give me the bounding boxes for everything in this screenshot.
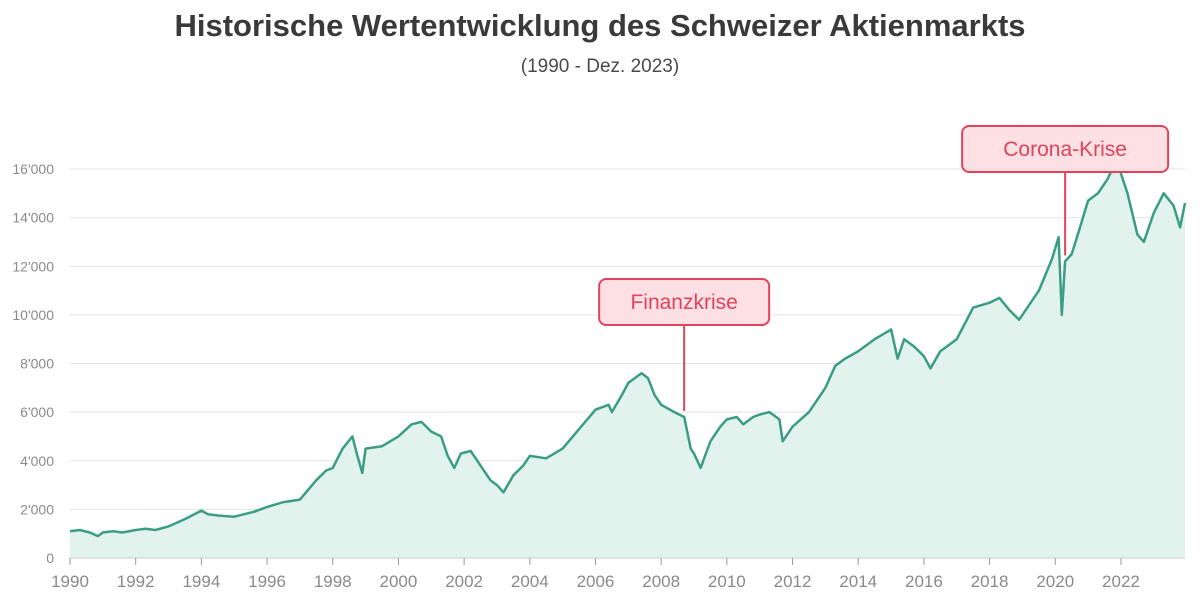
y-tick-label: 10'000 [12,307,54,323]
x-tick-label: 2018 [971,572,1009,591]
x-tick-label: 1990 [51,572,89,591]
y-tick-label: 4'000 [20,453,54,469]
x-tick-label: 2016 [905,572,943,591]
annotation-corona-krise: Corona-Krise [961,125,1170,256]
y-tick-label: 8'000 [20,356,54,372]
x-tick-label: 1998 [314,572,352,591]
plot-area [69,155,1187,559]
annotations: Finanzkrise Corona-Krise [598,125,1170,411]
chart-subtitle: (1990 - Dez. 2023) [520,56,680,77]
x-tick-label: 2022 [1102,572,1140,591]
y-tick-label: 14'000 [12,210,54,226]
series-line [69,155,1187,538]
x-tick-label: 2014 [839,572,877,591]
x-tick-label: 2012 [774,572,812,591]
x-tick-label: 1996 [248,572,286,591]
x-tick-label: 1992 [117,572,155,591]
y-tick-label: 12'000 [12,258,54,274]
y-tick-label: 2'000 [20,501,54,517]
y-tick-label: 16'000 [12,161,54,177]
y-axis: 0 2'000 4'000 6'000 8'000 10'000 12'000 14'000 1… [12,161,54,566]
x-tick-label: 2006 [577,572,615,591]
x-tick-label: 2010 [708,572,746,591]
x-tick-label: 2000 [380,572,418,591]
x-tick-label: 2008 [642,572,680,591]
annotation-box [598,278,771,326]
annotation-finanzkrise: Finanzkrise [598,278,771,411]
x-tick-label: 1994 [182,572,220,591]
x-tick-label: 2020 [1036,572,1074,591]
chart-title: Historische Wertentwicklung des Schweize… [174,8,1026,43]
x-tick-label: 2002 [445,572,483,591]
area-fill [70,156,1185,559]
annotation-label: Finanzkrise [630,291,737,314]
x-axis: 1990 1992 1994 1996 1998 2000 2002 2004 2006 2008… [51,558,1140,591]
x-tick-label: 2004 [511,572,549,591]
annotation-box [961,125,1170,173]
y-tick-label: 6'000 [20,404,54,420]
annotation-label: Corona-Krise [1003,138,1127,161]
y-tick-label: 0 [46,550,54,566]
